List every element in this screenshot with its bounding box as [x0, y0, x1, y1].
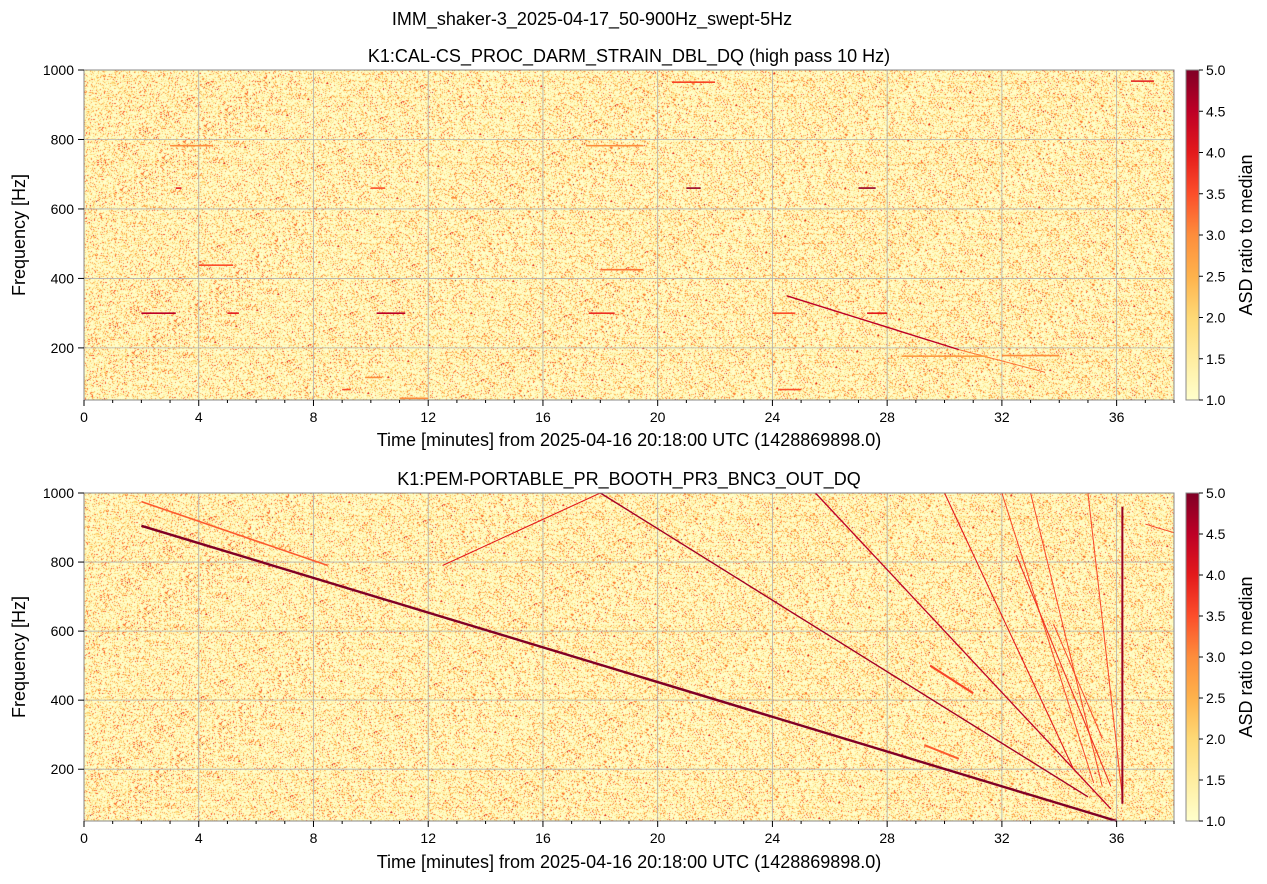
y-tick-label: 800 — [51, 131, 75, 147]
y-tick-label: 800 — [51, 554, 75, 570]
colorbar-gradient — [1185, 69, 1200, 401]
sweep-line — [944, 492, 1075, 770]
y-tick-label: 1000 — [43, 62, 74, 78]
sweep-line — [1145, 523, 1175, 534]
y-axis-label: Frequency [Hz] — [9, 174, 29, 296]
sweep-line — [814, 492, 1112, 810]
x-tick-label: 20 — [650, 830, 666, 846]
feature-lines — [141, 80, 1154, 400]
sweep-line — [958, 349, 1046, 373]
x-tick-label: 24 — [765, 830, 781, 846]
colorbar-tick-label: 2.5 — [1206, 690, 1226, 706]
y-tick-label: 600 — [51, 623, 75, 639]
y-axis: 200 400 600 800 1000 — [43, 485, 84, 777]
colorbar-tick-label: 5.0 — [1206, 485, 1226, 501]
colorbar-gradient — [1185, 492, 1200, 822]
colorbar-tick-label: 1.0 — [1206, 392, 1226, 408]
x-axis: 0 4 8 12 16 20 24 28 32 36 — [80, 400, 1175, 425]
x-tick-label: 24 — [765, 409, 781, 425]
colorbar-label: ASD ratio to median — [1236, 154, 1256, 315]
x-tick-label: 32 — [994, 409, 1010, 425]
spectrogram-image — [84, 493, 1174, 821]
colorbar-label: ASD ratio to median — [1236, 576, 1256, 737]
panel-title: K1:PEM-PORTABLE_PR_BOOTH_PR3_BNC3_OUT_DQ — [397, 469, 860, 490]
sweep-line — [1001, 492, 1095, 784]
colorbar-tick-label: 5.0 — [1206, 62, 1226, 78]
y-tick-label: 1000 — [43, 485, 74, 501]
colorbar-tick-label: 2.0 — [1206, 731, 1226, 747]
colorbar-tick-label: 1.5 — [1206, 772, 1226, 788]
x-tick-label: 12 — [420, 409, 436, 425]
x-tick-label: 36 — [1109, 830, 1125, 846]
x-tick-label: 0 — [80, 830, 88, 846]
y-axis: 200 400 600 800 1000 — [43, 62, 84, 356]
spectrogram-image — [84, 70, 1174, 400]
colorbar-tick-label: 2.5 — [1206, 268, 1226, 284]
x-tick-label: 16 — [535, 830, 551, 846]
y-tick-label: 200 — [51, 340, 75, 356]
sweep-line — [141, 524, 1117, 823]
y-tick-label: 400 — [51, 692, 75, 708]
sweep-line — [141, 500, 329, 567]
sweep-line — [1087, 492, 1123, 797]
x-tick-label: 8 — [310, 409, 318, 425]
grid-lines — [84, 70, 1174, 400]
colorbar-tick-label: 2.0 — [1206, 310, 1226, 326]
x-axis-label: Time [minutes] from 2025-04-16 20:18:00 … — [377, 852, 882, 872]
x-axis: 0 4 8 12 16 20 24 28 32 36 — [80, 821, 1175, 846]
x-tick-label: 8 — [310, 830, 318, 846]
sweep-line — [786, 295, 960, 351]
x-tick-label: 0 — [80, 409, 88, 425]
x-tick-label: 28 — [879, 830, 895, 846]
sweep-line — [442, 492, 601, 567]
colorbar-tick-label: 3.0 — [1206, 649, 1226, 665]
colorbar: 1.0 1.5 2.0 2.5 3.0 3.5 4.0 4.5 5.0 — [1185, 485, 1226, 829]
panel-title: K1:CAL-CS_PROC_DARM_STRAIN_DBL_DQ (high … — [368, 46, 890, 67]
colorbar-tick-label: 3.5 — [1206, 608, 1226, 624]
y-tick-label: 200 — [51, 761, 75, 777]
colorbar: 1.0 1.5 2.0 2.5 3.0 3.5 4.0 4.5 5.0 — [1185, 62, 1226, 408]
colorbar-tick-label: 1.5 — [1206, 351, 1226, 367]
y-tick-label: 400 — [51, 270, 75, 286]
colorbar-tick-label: 1.0 — [1206, 813, 1226, 829]
x-tick-label: 36 — [1109, 409, 1125, 425]
sweep-line — [924, 744, 960, 760]
colorbar-tick-label: 4.0 — [1206, 145, 1226, 161]
feature-lines — [141, 492, 1175, 823]
x-tick-label: 20 — [650, 409, 666, 425]
panel-pem-portable: K1:PEM-PORTABLE_PR_BOOTH_PR3_BNC3_OUT_DQ… — [9, 469, 1256, 872]
x-axis-label: Time [minutes] from 2025-04-16 20:18:00 … — [377, 430, 882, 450]
x-tick-label: 4 — [195, 409, 203, 425]
colorbar-tick-label: 4.5 — [1206, 103, 1226, 119]
suptitle: IMM_shaker-3_2025-04-17_50-900Hz_swept-5… — [392, 9, 792, 30]
colorbar-tick-label: 3.0 — [1206, 227, 1226, 243]
sweep-line — [1015, 554, 1112, 787]
sweep-line — [599, 492, 1089, 798]
x-tick-label: 12 — [420, 830, 436, 846]
x-tick-label: 4 — [195, 830, 203, 846]
sweep-line — [1053, 624, 1103, 739]
grid-lines — [84, 493, 1174, 821]
x-tick-label: 16 — [535, 409, 551, 425]
x-tick-label: 32 — [994, 830, 1010, 846]
y-axis-label: Frequency [Hz] — [9, 596, 29, 718]
colorbar-tick-label: 3.5 — [1206, 186, 1226, 202]
colorbar-tick-label: 4.0 — [1206, 567, 1226, 583]
colorbar-tick-label: 4.5 — [1206, 526, 1226, 542]
sweep-line — [929, 664, 974, 695]
x-tick-label: 28 — [879, 409, 895, 425]
y-tick-label: 600 — [51, 201, 75, 217]
panel-darm-strain: K1:CAL-CS_PROC_DARM_STRAIN_DBL_DQ (high … — [9, 46, 1256, 450]
